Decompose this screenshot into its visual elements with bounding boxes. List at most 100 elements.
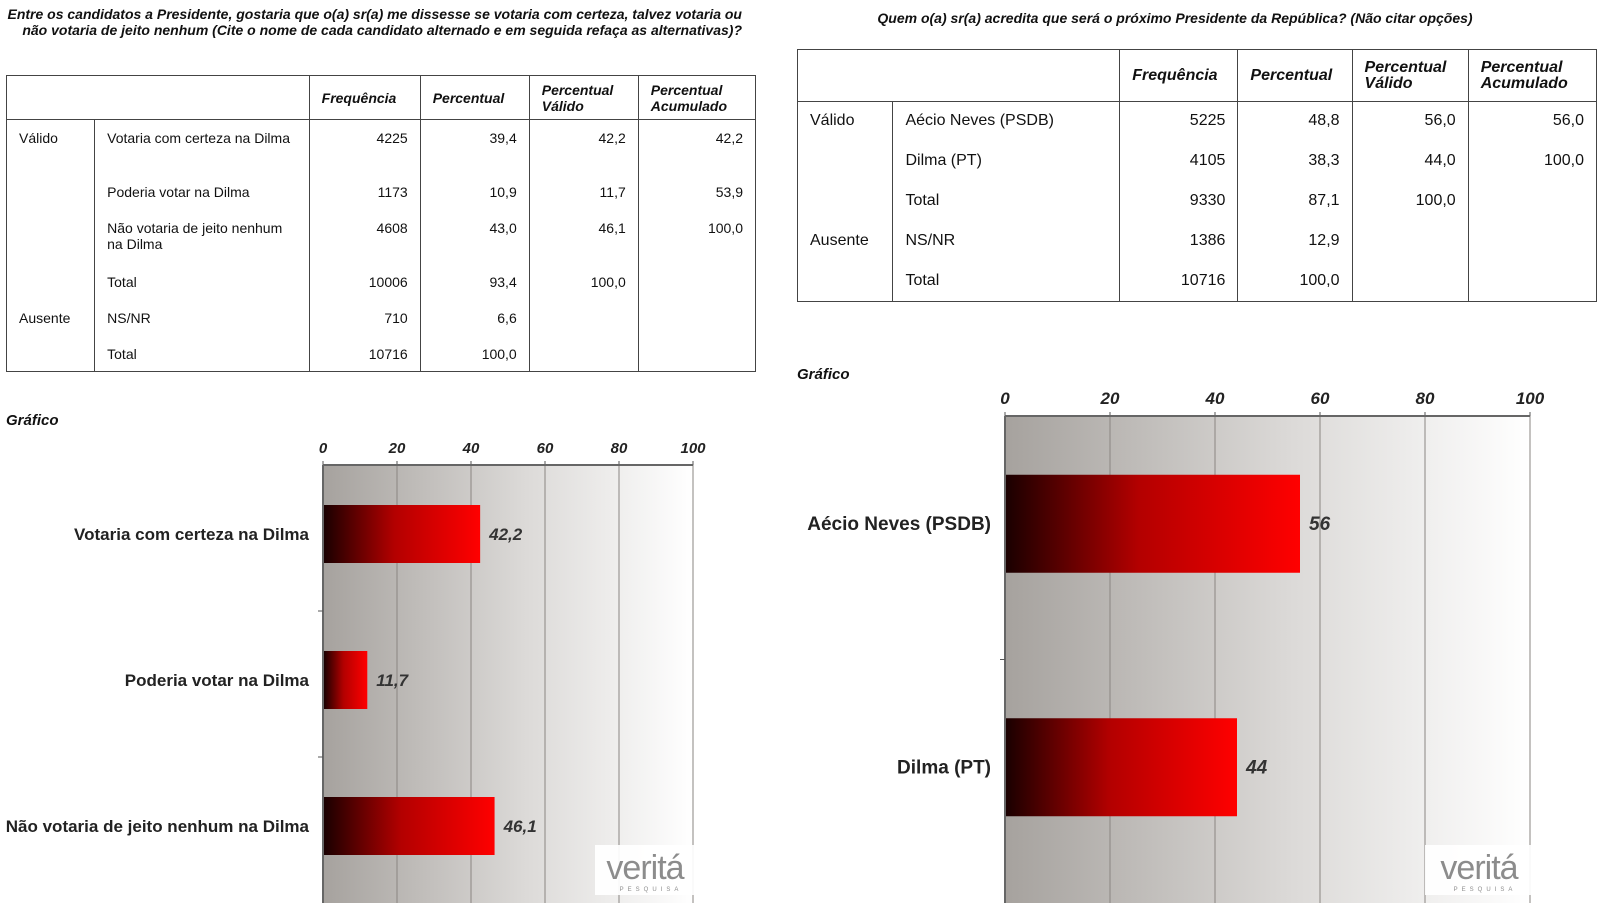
right-question: Quem o(a) sr(a) acredita que será o próx… [877,10,1473,26]
percentual-valido-cell [1351,261,1469,302]
label-cell: Total [892,261,1120,302]
percentual-cell: 48,8 [1237,101,1353,142]
left-header-percentual-acumulado: Percentual Acumulado [637,75,756,120]
frequencia-cell: 4105 [1119,141,1238,182]
frequencia-cell: 10716 [308,335,421,372]
percentual-valido-cell [528,335,639,372]
left-bar-chart: 0 20 40 60 80 100 Votaria com certeza na Dilma… [6,440,706,903]
percentual-acumulado-cell [1467,261,1597,302]
x-tick-label: 20 [388,440,406,457]
table-row: Total 9330 87,1 100,0 [798,181,1597,222]
group-cell [7,174,95,210]
bar [1006,718,1237,817]
percentual-acumulado-cell: 53,9 [637,173,756,210]
percentual-acumulado-cell [637,263,756,300]
x-tick-label: 0 [1000,389,1010,408]
table-row: Válido Votaria com certeza na Dilma 4225 39… [7,119,756,174]
value-label: 11,7 [376,671,409,690]
x-tick-label: 60 [537,440,554,457]
percentual-cell: 38,3 [1237,141,1353,182]
label-cell: Poderia votar na Dilma [94,173,310,210]
left-grafico-label: Gráfico [6,412,59,429]
logo-wordmark: veritá [606,849,684,887]
x-tick-label: 100 [680,440,706,457]
category-label: Dilma (PT) [897,757,991,778]
percentual-acumulado-cell [1467,221,1597,262]
logo-wordmark: veritá [1440,849,1518,887]
percentual-valido-cell: 56,0 [1351,101,1469,142]
x-tick-label: 20 [1100,389,1120,408]
value-label: 44 [1245,757,1268,778]
value-label: 56 [1309,514,1331,535]
value-label: 46,1 [503,817,537,836]
right-header-percentual: Percentual [1237,49,1353,102]
frequencia-cell: 4608 [308,209,421,264]
group-cell [7,264,95,300]
percentual-acumulado-cell: 100,0 [1467,141,1597,182]
value-label: 42,2 [488,525,523,544]
label-cell: Total [892,181,1120,222]
frequencia-cell: 710 [308,299,421,336]
frequencia-cell: 10716 [1119,261,1238,302]
left-question: Entre os candidatos a Presidente, gostar… [7,6,742,38]
x-tick-label: 0 [319,440,328,457]
table-row: Total 10716 100,0 [7,335,756,372]
percentual-cell: 43,0 [419,209,530,264]
percentual-valido-cell: 100,0 [1351,181,1469,222]
category-label: Poderia votar na Dilma [125,671,310,690]
percentual-cell: 87,1 [1237,181,1353,222]
percentual-valido-cell: 100,0 [528,263,639,300]
label-cell: Não votaria de jeito nenhum na Dilma [94,209,310,264]
group-cell [798,142,893,182]
table-row: Total 10006 93,4 100,0 [7,263,756,300]
percentual-cell: 39,4 [419,119,530,174]
percentual-cell: 100,0 [419,335,530,372]
left-header-percentual-valido: Percentual Válido [528,75,639,120]
percentual-acumulado-cell: 56,0 [1467,101,1597,142]
table-row: Não votaria de jeito nenhum na Dilma 4608… [7,209,756,264]
group-cell: Válido [19,130,58,146]
percentual-acumulado-cell [1467,181,1597,222]
table-row: Total 10716 100,0 [798,261,1597,302]
percentual-acumulado-cell [637,299,756,336]
bar [1006,474,1300,573]
percentual-acumulado-cell: 42,2 [637,119,756,174]
percentual-acumulado-cell: 100,0 [637,209,756,264]
right-header-percentual-acumulado: Percentual Acumulado [1467,49,1597,102]
group-cell [7,210,95,264]
frequencia-cell: 10006 [308,263,421,300]
table-row: Válido Aécio Neves (PSDB) 5225 48,8 56,0 56,0 [798,101,1597,142]
left-frequency-table: Frequência Percentual Percentual Válido … [6,75,756,372]
group-cell: Ausente [810,231,869,249]
table-row: Ausente NS/NR 1386 12,9 [798,221,1597,262]
percentual-cell: 6,6 [419,299,530,336]
percentual-acumulado-cell [637,335,756,372]
right-header-percentual-valido: Percentual Válido [1351,49,1469,102]
percentual-valido-cell: 44,0 [1351,141,1469,182]
logo-subtitle: PESQUISA [620,887,683,893]
percentual-valido-cell [528,299,639,336]
frequencia-cell: 9330 [1119,181,1238,222]
category-label: Votaria com certeza na Dilma [74,525,309,544]
group-cell [7,336,95,372]
right-header-frequencia: Frequência [1119,49,1238,102]
bar [324,651,368,709]
group-cell: Válido [810,112,855,129]
group-cell: Ausente [19,309,71,326]
group-cell [798,182,893,222]
bar [324,797,495,855]
frequencia-cell: 1173 [308,173,421,210]
table-row: Poderia votar na Dilma 1173 10,9 11,7 53,9 [7,173,756,210]
label-cell: Dilma (PT) [892,141,1120,182]
label-cell: NS/NR [94,299,310,336]
percentual-valido-cell: 11,7 [528,173,639,210]
category-label: Não votaria de jeito nenhum na Dilma [6,817,310,836]
percentual-cell: 100,0 [1237,261,1353,302]
x-tick-label: 60 [1311,389,1330,408]
right-frequency-table: Frequência Percentual Percentual Válido … [797,49,1597,302]
frequencia-cell: 4225 [308,119,421,174]
table-row: Dilma (PT) 4105 38,3 44,0 100,0 [798,141,1597,182]
label-cell: Total [94,263,310,300]
